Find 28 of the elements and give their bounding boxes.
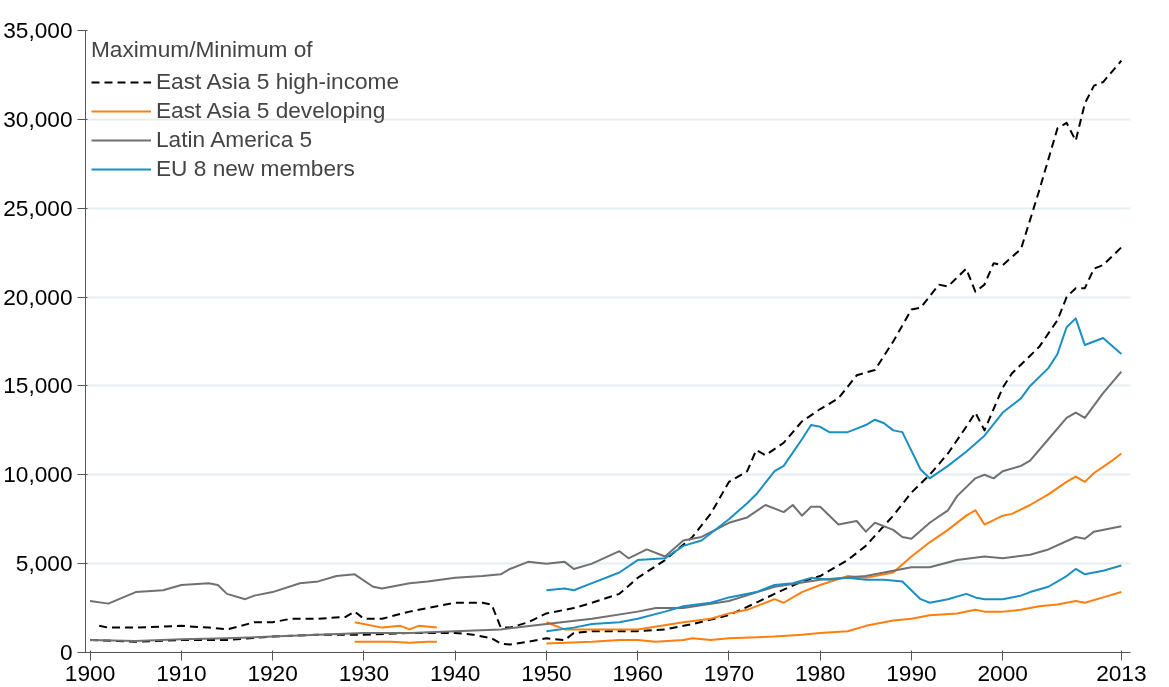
line-series (89, 525, 1123, 642)
line-series (545, 564, 1123, 633)
x-tick-label: 2000 (977, 659, 1028, 686)
x-tick-label: 1920 (247, 659, 298, 686)
legend-label: East Asia 5 developing (156, 97, 386, 124)
x-tick-label: 1960 (612, 659, 663, 686)
line-series (89, 370, 1123, 605)
legend-label: East Asia 5 high-income (156, 68, 400, 95)
x-tick-label: 1930 (338, 659, 390, 686)
legend-label: Latin America 5 (156, 126, 313, 153)
y-tick-label: 25,000 (3, 194, 73, 221)
x-tick-label: 2013 (1096, 659, 1147, 686)
y-tick-label: 5,000 (15, 550, 73, 577)
y-tick-label: 15,000 (3, 372, 73, 399)
line-series (98, 59, 1123, 631)
x-tick-label: 1910 (156, 659, 207, 686)
legend-title: Maximum/Minimum of (91, 36, 314, 63)
y-tick-label: 20,000 (3, 283, 73, 310)
legend-label: EU 8 new members (156, 155, 355, 182)
line-series (545, 317, 1123, 592)
y-tick-label: 30,000 (3, 105, 73, 132)
x-tick-label: 1970 (703, 659, 755, 686)
x-tick-label: 1990 (886, 659, 937, 686)
y-tick-label: 35,000 (3, 17, 73, 43)
x-tick-label: 1940 (429, 659, 481, 686)
x-tick-label: 1950 (521, 659, 572, 686)
y-tick-label: 10,000 (3, 461, 73, 488)
x-tick-label: 1980 (794, 659, 846, 686)
